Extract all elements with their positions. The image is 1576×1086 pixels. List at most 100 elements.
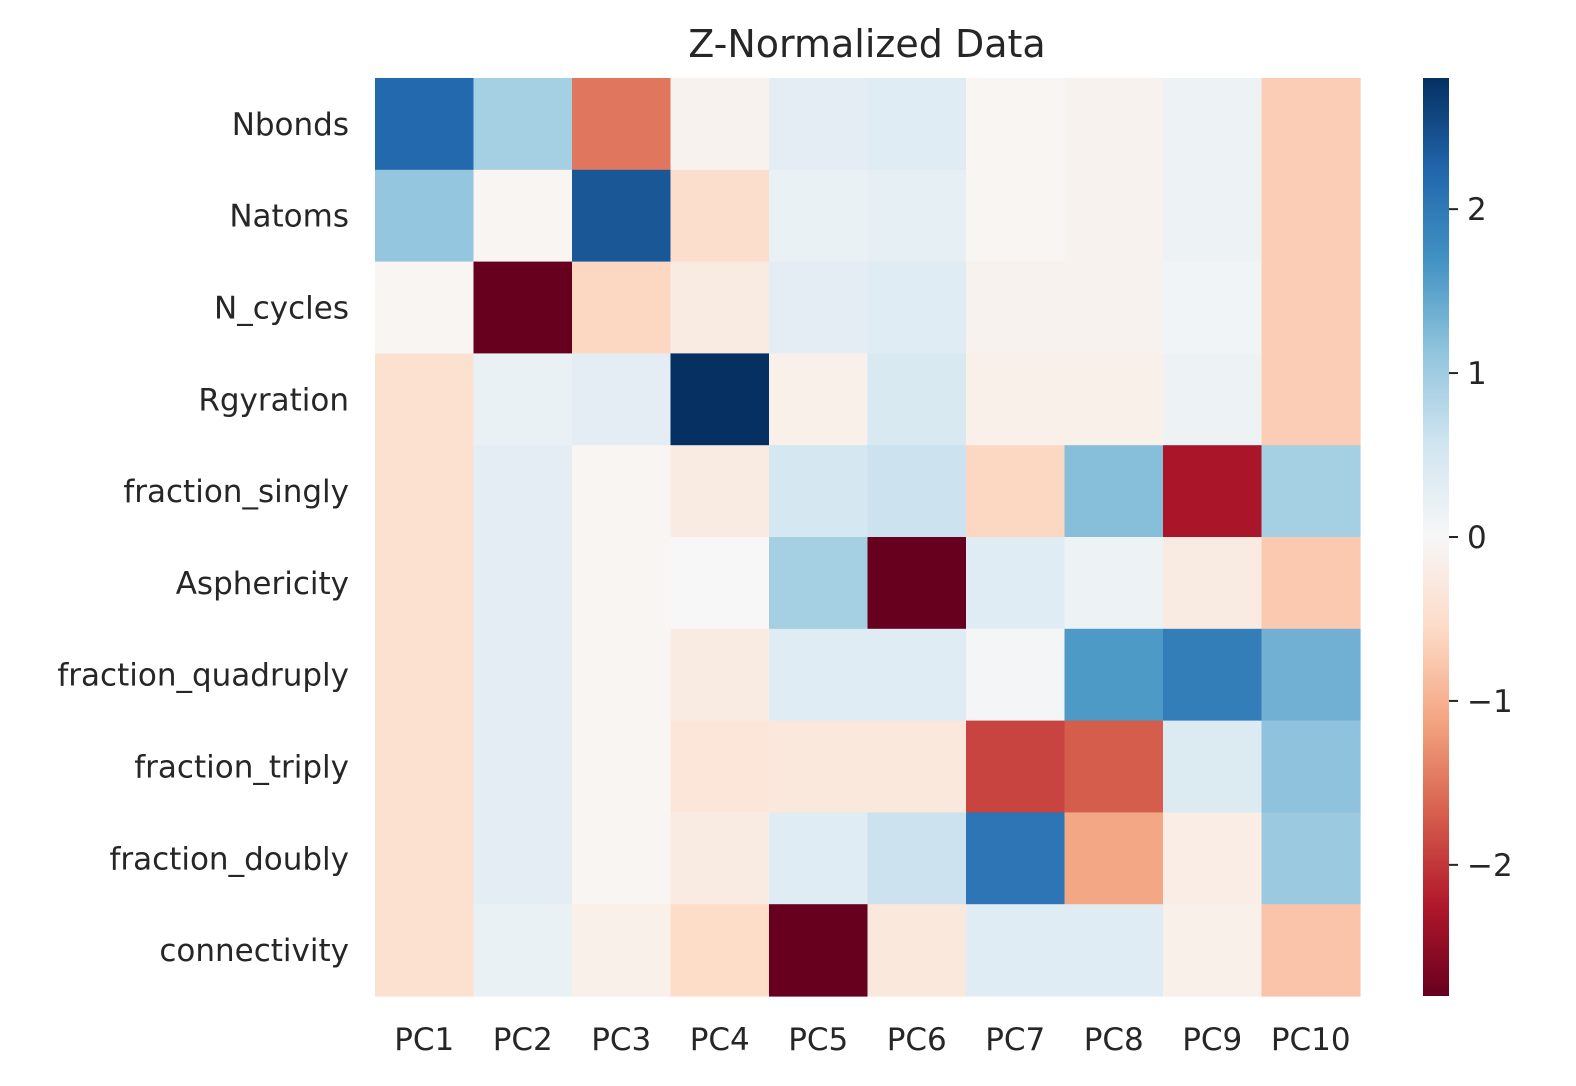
heatmap-cell-fraction_quadruply-PC10 (1261, 628, 1361, 722)
heatmap-cell-Asphericity-PC1 (375, 537, 475, 630)
heatmap-cell-Rgyration-PC1 (375, 353, 475, 446)
heatmap-cell-Nbonds-PC10 (1261, 78, 1361, 171)
heatmap-cell-Asphericity-PC5 (769, 537, 869, 630)
heatmap-cell-Asphericity-PC10 (1261, 537, 1361, 630)
column-label: PC6 (887, 1022, 947, 1058)
heatmap-cell-Nbonds-PC5 (769, 78, 869, 171)
row-label: fraction_triply (134, 750, 349, 786)
heatmap-cells (375, 78, 1361, 997)
heatmap-cell-Nbonds-PC2 (473, 78, 573, 171)
heatmap-cell-fraction_triply-PC1 (375, 720, 475, 813)
heatmap-cell-fraction_triply-PC8 (1064, 720, 1164, 813)
row-label: connectivity (159, 933, 349, 969)
heatmap-cell-fraction_singly-PC5 (769, 445, 869, 538)
row-label: fraction_singly (123, 474, 349, 510)
heatmap-cell-fraction_triply-PC2 (473, 720, 573, 813)
heatmap-cell-fraction_quadruply-PC6 (867, 628, 967, 722)
heatmap-cell-Natoms-PC7 (966, 169, 1066, 263)
heatmap-cell-Natoms-PC4 (670, 169, 770, 263)
heatmap-cell-fraction_doubly-PC9 (1163, 812, 1263, 905)
heatmap-cell-Asphericity-PC7 (966, 537, 1066, 630)
heatmap-cell-fraction_triply-PC4 (670, 720, 770, 813)
heatmap-cell-N_cycles-PC7 (966, 261, 1066, 354)
heatmap-cell-connectivity-PC8 (1064, 904, 1164, 997)
column-label: PC7 (985, 1022, 1045, 1058)
heatmap-cell-fraction_singly-PC2 (473, 445, 573, 538)
colorbar (1423, 78, 1449, 996)
heatmap-cell-Natoms-PC6 (867, 169, 967, 263)
heatmap-cell-Rgyration-PC8 (1064, 353, 1164, 446)
heatmap-cell-Natoms-PC10 (1261, 169, 1361, 263)
heatmap-cell-connectivity-PC9 (1163, 904, 1263, 997)
heatmap-cell-Asphericity-PC8 (1064, 537, 1164, 630)
heatmap-cell-connectivity-PC1 (375, 904, 475, 997)
heatmap-cell-fraction_triply-PC7 (966, 720, 1066, 813)
heatmap-cell-connectivity-PC4 (670, 904, 770, 997)
heatmap-cell-fraction_triply-PC10 (1261, 720, 1361, 813)
heatmap-cell-fraction_singly-PC4 (670, 445, 770, 538)
row-label: N_cycles (214, 291, 349, 327)
heatmap-cell-fraction_triply-PC9 (1163, 720, 1263, 813)
heatmap-cell-Nbonds-PC8 (1064, 78, 1164, 171)
row-labels: Nbonds Natoms N_cycles Rgyration fraction_si… (57, 107, 349, 969)
column-label: PC9 (1182, 1022, 1242, 1058)
heatmap-cell-N_cycles-PC3 (572, 261, 672, 354)
row-label: fraction_doubly (109, 841, 349, 877)
heatmap-cell-N_cycles-PC5 (769, 261, 869, 354)
heatmap-cell-Rgyration-PC2 (473, 353, 573, 446)
column-labels: PC1 PC2 PC3 PC4 PC5 PC6 PC7 PC8 PC9 PC10 (394, 1022, 1350, 1058)
heatmap-cell-N_cycles-PC9 (1163, 261, 1263, 354)
heatmap-cell-connectivity-PC10 (1261, 904, 1361, 997)
column-label: PC5 (788, 1022, 848, 1058)
heatmap-cell-Asphericity-PC9 (1163, 537, 1263, 630)
heatmap-cell-fraction_quadruply-PC4 (670, 628, 770, 722)
row-label: Rgyration (198, 382, 349, 418)
chart-title: Z-Normalized Data (688, 22, 1045, 66)
heatmap-cell-fraction_singly-PC7 (966, 445, 1066, 538)
heatmap-cell-fraction_quadruply-PC9 (1163, 628, 1263, 722)
heatmap-cell-fraction_doubly-PC6 (867, 812, 967, 905)
heatmap-cell-fraction_doubly-PC2 (473, 812, 573, 905)
heatmap-cell-Rgyration-PC7 (966, 353, 1066, 446)
heatmap-cell-fraction_triply-PC5 (769, 720, 869, 813)
heatmap-cell-N_cycles-PC2 (473, 261, 573, 354)
heatmap-cell-connectivity-PC5 (769, 904, 869, 997)
heatmap-cell-Nbonds-PC1 (375, 78, 475, 171)
heatmap-cell-fraction_quadruply-PC7 (966, 628, 1066, 722)
heatmap-cell-Nbonds-PC4 (670, 78, 770, 171)
column-label: PC10 (1271, 1022, 1351, 1058)
heatmap-cell-fraction_singly-PC6 (867, 445, 967, 538)
heatmap-cell-Nbonds-PC7 (966, 78, 1066, 171)
row-label: fraction_quadruply (57, 658, 349, 694)
heatmap-cell-Natoms-PC8 (1064, 169, 1164, 263)
column-label: PC8 (1084, 1022, 1144, 1058)
heatmap-cell-fraction_doubly-PC5 (769, 812, 869, 905)
heatmap-cell-fraction_singly-PC3 (572, 445, 672, 538)
heatmap-cell-Nbonds-PC9 (1163, 78, 1263, 171)
heatmap-cell-fraction_doubly-PC10 (1261, 812, 1361, 905)
colorbar-tick-label: −2 (1467, 848, 1513, 884)
heatmap-cell-fraction_singly-PC9 (1163, 445, 1263, 538)
heatmap-cell-connectivity-PC2 (473, 904, 573, 997)
row-label: Asphericity (176, 566, 349, 602)
heatmap-cell-N_cycles-PC6 (867, 261, 967, 354)
colorbar-ticks: −2 −1 0 1 2 (1449, 192, 1513, 884)
heatmap-cell-connectivity-PC3 (572, 904, 672, 997)
heatmap-cell-N_cycles-PC4 (670, 261, 770, 354)
heatmap-cell-Nbonds-PC6 (867, 78, 967, 171)
colorbar-tick-label: 1 (1467, 356, 1487, 392)
heatmap-cell-Asphericity-PC3 (572, 537, 672, 630)
heatmap-cell-fraction_singly-PC8 (1064, 445, 1164, 538)
heatmap-cell-fraction_singly-PC10 (1261, 445, 1361, 538)
heatmap-cell-Rgyration-PC6 (867, 353, 967, 446)
heatmap-cell-N_cycles-PC10 (1261, 261, 1361, 354)
heatmap-cell-Rgyration-PC4 (670, 353, 770, 446)
column-label: PC1 (394, 1022, 454, 1058)
heatmap-cell-Natoms-PC2 (473, 169, 573, 263)
heatmap-cell-Rgyration-PC3 (572, 353, 672, 446)
heatmap-cell-fraction_triply-PC3 (572, 720, 672, 813)
heatmap-cell-Natoms-PC3 (572, 169, 672, 263)
heatmap-cell-Nbonds-PC3 (572, 78, 672, 171)
heatmap-cell-fraction_quadruply-PC2 (473, 628, 573, 722)
